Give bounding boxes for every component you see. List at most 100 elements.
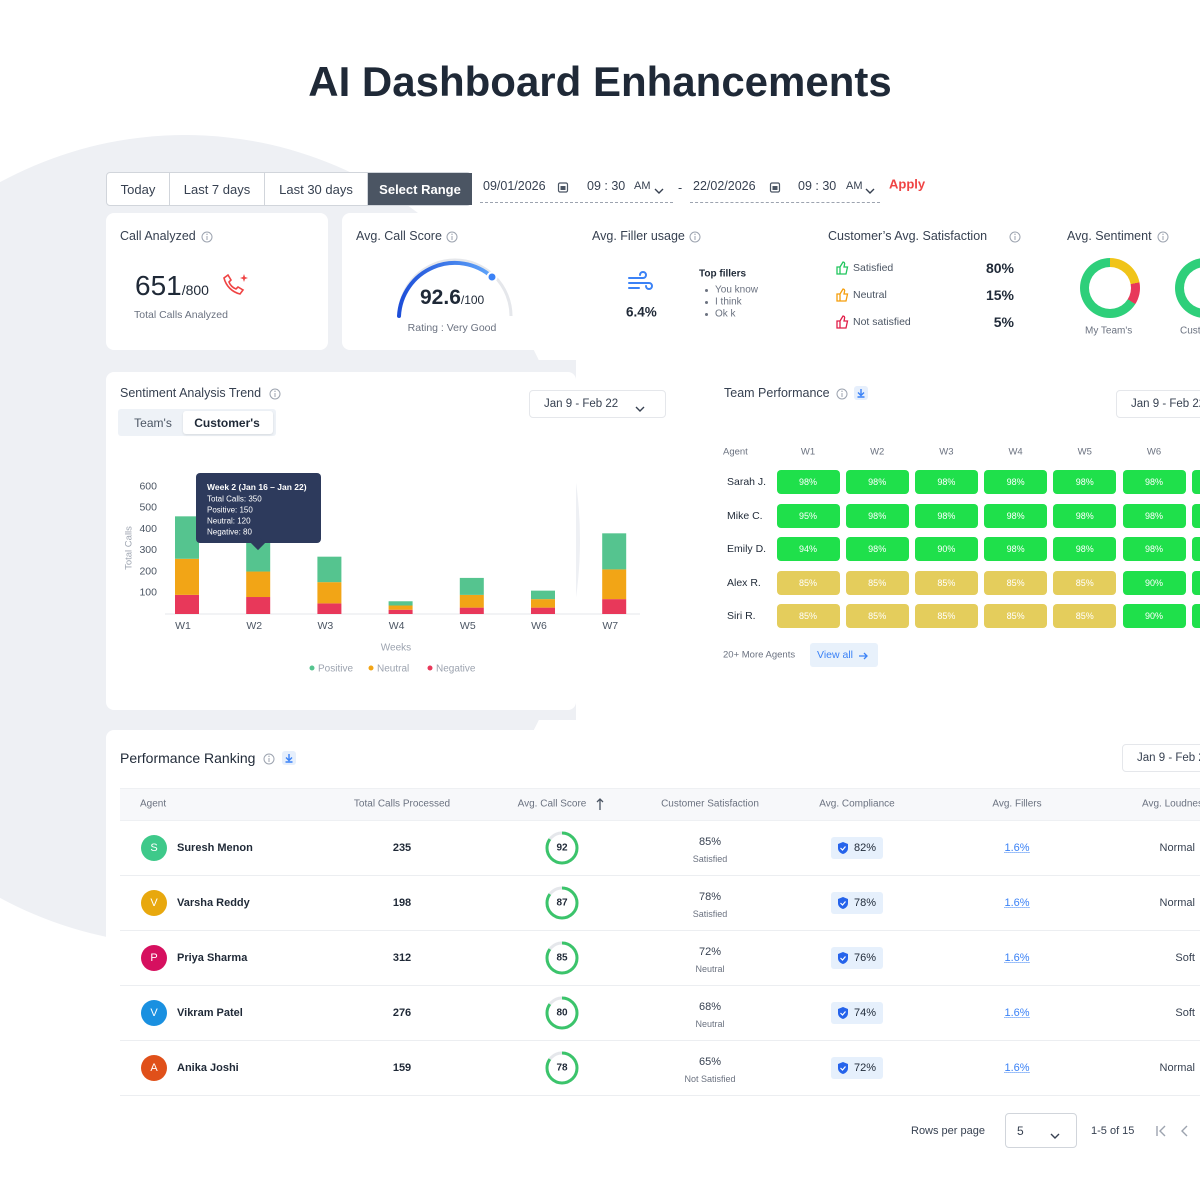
range-button[interactable]: Last 7 days	[169, 173, 264, 205]
total-calls: 198	[392, 897, 412, 909]
filler-word: You know	[715, 284, 758, 296]
bar-segment	[388, 601, 413, 606]
call-score: 87	[556, 897, 568, 909]
bar-segment	[175, 594, 199, 614]
heat-cell-value: 90%	[1144, 611, 1164, 621]
call-score-card	[342, 213, 582, 350]
compliance-value: 72%	[854, 1062, 877, 1074]
arrow-icon-glyph	[859, 652, 868, 660]
value-part: 651	[135, 270, 182, 301]
rows-select-value: 5	[1017, 1124, 1024, 1138]
date-range-dropdown[interactable]	[1116, 390, 1200, 418]
y-tick-label: 400	[139, 523, 157, 535]
bullet	[705, 301, 708, 304]
heat-cell	[1122, 470, 1186, 494]
range-button[interactable]: Last 30 days	[264, 173, 367, 205]
rows-select[interactable]	[1005, 1113, 1077, 1148]
date-separator: -	[678, 181, 683, 195]
heat-cell	[984, 604, 1048, 628]
first-page-icon-glyph	[1156, 1125, 1166, 1137]
chevron-icon-glyph	[635, 406, 645, 412]
heat-cell	[914, 604, 978, 628]
satisfaction-label: Neutral	[695, 1019, 725, 1029]
chevron-icon	[634, 400, 646, 412]
page-range: 1-5 of 15	[1091, 1125, 1135, 1137]
call-analyzed-card	[106, 213, 328, 350]
heat-cell-value: 85%	[1006, 611, 1025, 621]
info-icon	[836, 387, 848, 400]
heat-cell-value: 90%	[1144, 577, 1164, 588]
satisfaction-label: Satisfied	[853, 262, 894, 274]
heat-cell-value: 98%	[937, 510, 956, 521]
tab[interactable]: Team's	[134, 416, 172, 430]
chevron-icon-glyph	[654, 188, 664, 194]
fillers-value[interactable]: 1.6%	[1004, 897, 1030, 909]
table-header	[120, 788, 1200, 821]
prev-page-icon-glyph	[1181, 1125, 1188, 1137]
call-score: 92	[556, 842, 568, 854]
date-range-dropdown[interactable]	[1122, 744, 1200, 772]
satisfaction-label: Neutral	[695, 964, 725, 974]
download-icon-glyph	[282, 751, 296, 765]
heat-cell	[1192, 503, 1200, 528]
shield-icon	[837, 1006, 849, 1020]
filler-word: Ok k	[715, 308, 736, 320]
compliance-value: 74%	[854, 1007, 877, 1019]
heat-cell-value: 85%	[1075, 577, 1094, 588]
end-time[interactable]: 09 : 30	[798, 179, 837, 193]
agent-name: Alex R.	[727, 576, 761, 589]
y-tick-label: 300	[139, 544, 157, 556]
date-range-dropdown[interactable]	[529, 390, 666, 418]
column-header: W5	[1077, 446, 1092, 458]
bar-segment	[388, 609, 413, 614]
chevron-icon	[1049, 1127, 1061, 1139]
fillers-value[interactable]: 1.6%	[1004, 842, 1030, 854]
total-calls: 312	[392, 952, 412, 964]
donut-hole	[1089, 267, 1131, 309]
heat-cell-value: 85%	[937, 577, 956, 588]
tab[interactable]: Customer's	[194, 416, 260, 430]
heat-cell	[1192, 604, 1200, 628]
satisfaction-value: 78%	[698, 891, 722, 903]
heat-cell	[1122, 537, 1186, 561]
heat-cell	[914, 470, 978, 494]
gauge-knob	[486, 271, 498, 283]
chevron-icon-glyph	[865, 188, 875, 194]
info-icon-glyph	[269, 388, 281, 400]
call-score: 80	[556, 1007, 568, 1019]
loudness-value: Normal	[1159, 897, 1195, 909]
range-button[interactable]: Select Range	[367, 173, 472, 205]
card-caption: Total Calls Analyzed	[134, 309, 228, 321]
column-header: Avg. Loudness	[1142, 798, 1200, 810]
shield-icon-glyph	[838, 842, 848, 854]
total-calls: 276	[392, 1007, 412, 1019]
arrow-icon	[857, 649, 869, 661]
satisfaction-label: Neutral	[853, 289, 887, 301]
heat-cell	[984, 570, 1048, 595]
start-time[interactable]: 09 : 30	[587, 179, 626, 193]
fillers-value[interactable]: 1.6%	[1004, 1007, 1030, 1019]
satisfaction-label: Not Satisfied	[684, 1074, 736, 1084]
filler-value: 6.4%	[626, 304, 657, 320]
range-selector: Today Last 7 days Last 30 days Select Range	[106, 172, 472, 206]
chevron-icon	[864, 182, 876, 194]
view-all-label[interactable]: View all	[817, 649, 853, 661]
heat-cell	[845, 570, 909, 595]
column-header: Avg. Call Score	[517, 798, 587, 810]
heat-cell-value: 90%	[937, 544, 956, 554]
info-icon	[269, 387, 281, 400]
range-button[interactable]: Today	[120, 181, 156, 197]
shield-icon	[837, 1061, 849, 1075]
date-underline	[480, 202, 673, 203]
apply-button[interactable]: Apply	[889, 176, 926, 192]
heat-cell-value: 85%	[868, 611, 887, 621]
satisfaction-icon-glyph	[836, 288, 849, 302]
phone-icon	[220, 272, 252, 298]
tooltip-title: Week 2 (Jan 16 – Jan 22)	[207, 482, 307, 492]
fillers-value[interactable]: 1.6%	[1004, 1062, 1030, 1074]
score-value: 92.6/100	[420, 286, 484, 310]
heat-cell-value: 85%	[798, 577, 818, 588]
fillers-value[interactable]: 1.6%	[1004, 952, 1030, 964]
column-header: Customer Satisfaction	[661, 798, 759, 810]
legend-label: Positive	[318, 664, 353, 675]
